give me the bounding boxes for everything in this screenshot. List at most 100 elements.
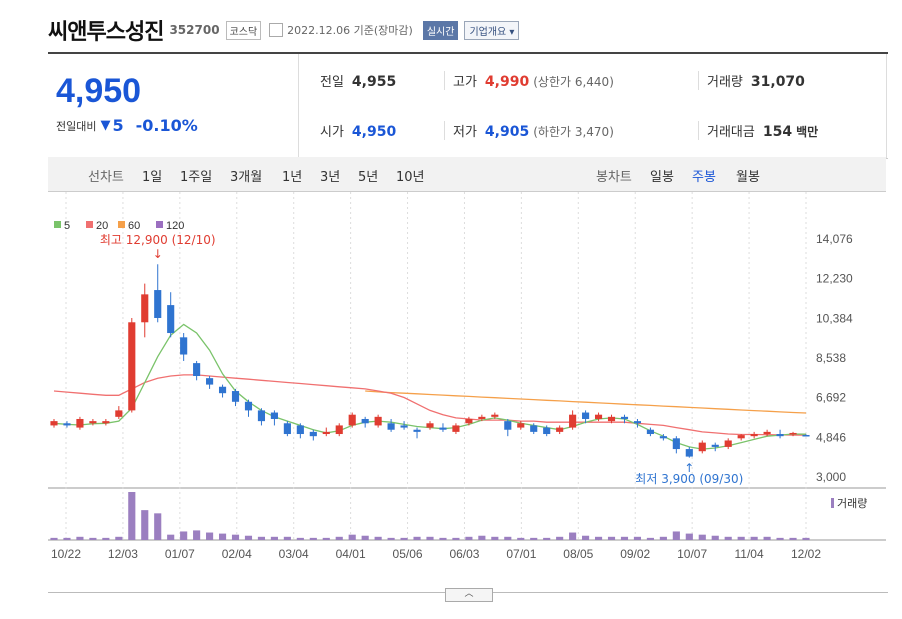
open-price: 시가 4,950 (320, 124, 397, 140)
price-change: 전일대비 ▼ 5 -0.10% (56, 116, 198, 135)
candle-body (737, 435, 745, 439)
candle-body (283, 423, 291, 435)
candle-body (789, 432, 797, 435)
candle-body (89, 421, 97, 424)
candle-body (244, 401, 253, 411)
candle-body (180, 337, 188, 355)
volume-bar (569, 532, 577, 540)
volume-bar (646, 537, 654, 540)
volume-bar (154, 513, 162, 540)
tab-1d[interactable]: 1일 (142, 170, 163, 185)
tab-3y[interactable]: 3년 (320, 170, 341, 185)
candle-body (309, 431, 317, 437)
tab-weekly[interactable]: 주봉 (692, 170, 716, 185)
volume-bar (439, 537, 447, 540)
candle-body (543, 427, 551, 435)
tab-1y[interactable]: 1년 (282, 170, 303, 185)
volume-bar (582, 535, 590, 540)
volume-bar (633, 536, 642, 540)
trade-amount: 거래대금 154 백만 (698, 121, 818, 140)
max-arrow: ↓ (153, 247, 163, 261)
candle-body (218, 386, 227, 394)
candle-body (193, 363, 201, 377)
volume-bar (465, 536, 473, 540)
candle-body (400, 425, 408, 428)
tab-monthly[interactable]: 월봉 (736, 170, 760, 185)
volume-bar (504, 536, 512, 540)
candle-body (413, 429, 421, 432)
volume-bar (76, 536, 84, 540)
volume-bar (517, 537, 525, 540)
candle-body (685, 449, 693, 457)
x-tick-label: 06/03 (449, 547, 479, 561)
x-tick-label: 01/07 (165, 547, 195, 561)
collapse-toggle-icon[interactable]: ︿ (445, 588, 493, 602)
company-overview-dropdown[interactable]: 기업개요 ▾ (464, 20, 520, 40)
candle-body (63, 423, 71, 426)
tab-daily[interactable]: 일봉 (650, 170, 674, 185)
x-tick-label: 09/02 (620, 547, 650, 561)
volume-bar (309, 537, 317, 540)
tab-1w[interactable]: 1주일 (180, 170, 213, 185)
x-tick-label: 12/03 (108, 547, 138, 561)
volume-bar (218, 533, 227, 540)
prev-close: 전일 4,955 (320, 74, 397, 90)
y-tick-label: 8,538 (816, 351, 846, 365)
min-arrow: ↑ (684, 461, 694, 475)
candle-body (128, 322, 136, 411)
candle-body (167, 305, 175, 334)
volume-bar (335, 536, 343, 540)
volume: 거래량 31,070 (698, 71, 805, 90)
candle-body (620, 416, 629, 419)
volume-bar (737, 536, 745, 540)
volume-bar (711, 535, 719, 540)
volume-bar (543, 537, 551, 540)
candle-body (102, 421, 110, 424)
candle-body (698, 442, 706, 452)
x-tick-label: 10/07 (677, 547, 707, 561)
volume-legend-swatch (831, 498, 834, 508)
tab-5y[interactable]: 5년 (358, 170, 379, 185)
legend-swatch (86, 221, 93, 228)
current-price: 4,950 (56, 72, 142, 110)
volume-bar (698, 534, 706, 540)
x-tick-label: 02/04 (222, 547, 252, 561)
quote-panel: 4,950 전일대비 ▼ 5 -0.10% 전일 4,955 시가 4,950 고가… (48, 52, 888, 159)
candle-body (452, 425, 460, 432)
realtime-button[interactable]: 실시간 (422, 20, 459, 40)
candle-body (659, 436, 667, 439)
candle-body (257, 410, 266, 422)
candle-body (206, 378, 214, 385)
volume-bar (413, 536, 421, 540)
tab-10y[interactable]: 10년 (396, 170, 425, 185)
volume-bar (607, 536, 616, 540)
volume-bar (89, 537, 97, 540)
volume-bar (283, 536, 291, 540)
candle-body (50, 421, 58, 426)
candle-body (322, 431, 330, 435)
volume-bar (231, 534, 240, 540)
chart-tabs: 선차트 1일 1주일 3개월 1년 3년 5년 10년 봉차트 일봉 주봉 월봉 (48, 157, 886, 192)
low-price: 저가 4,905 (하한가 3,470) (444, 121, 614, 140)
x-tick-label: 08/05 (563, 547, 593, 561)
base-date: 2022.12.06 기준(장마감) (287, 24, 413, 37)
candle-body (141, 294, 149, 323)
ma60-line (365, 390, 807, 414)
volume-bar (530, 537, 538, 540)
candle-body (478, 416, 486, 419)
volume-bar (776, 537, 784, 540)
volume-bar (478, 535, 486, 540)
volume-bar (102, 537, 110, 540)
volume-bar (802, 537, 810, 540)
candle-body (607, 416, 616, 422)
tab-3m[interactable]: 3개월 (230, 170, 263, 185)
volume-bar (659, 536, 667, 540)
volume-bar (491, 536, 499, 540)
candle-body (530, 425, 538, 432)
y-tick-label: 14,076 (816, 232, 853, 246)
max-annotation: 최고 12,900 (12/10) (100, 233, 216, 247)
high-price: 고가 4,990 (상한가 6,440) (444, 71, 614, 90)
volume-bar (763, 536, 771, 540)
candle-body (426, 423, 434, 428)
stock-header: 씨앤투스성진 352700 코스닥 2022.12.06 기준(장마감) 실시간… (48, 12, 520, 48)
